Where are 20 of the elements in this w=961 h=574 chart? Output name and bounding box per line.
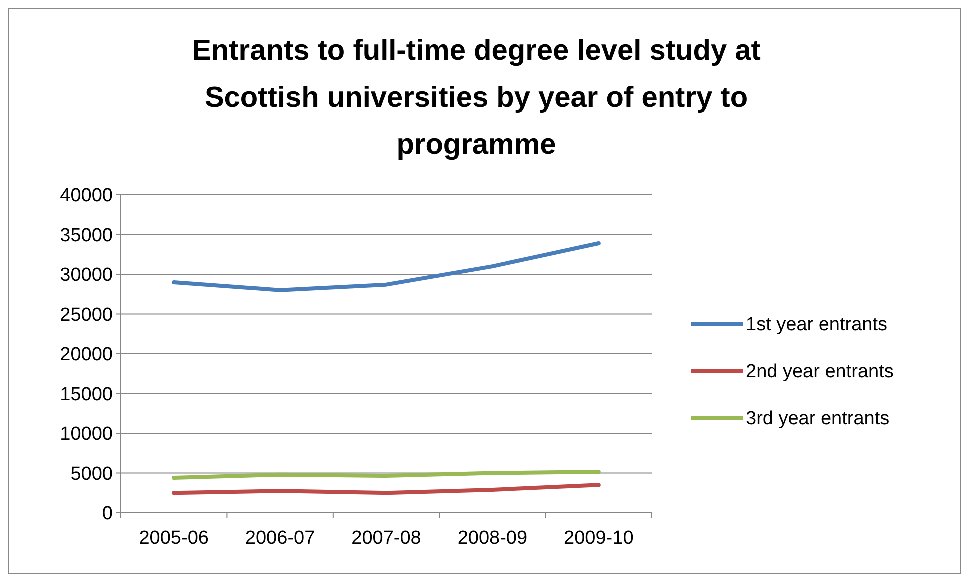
legend-label: 3rd year entrants bbox=[746, 408, 890, 430]
line-series bbox=[172, 483, 601, 496]
line-series bbox=[172, 241, 601, 292]
x-tick-label: 2005-06 bbox=[139, 528, 209, 549]
y-tick-label: 10000 bbox=[60, 424, 113, 446]
x-tick-label: 2006-07 bbox=[245, 528, 316, 549]
y-tick-label: 20000 bbox=[60, 344, 113, 366]
legend-label: 1st year entrants bbox=[746, 314, 888, 336]
x-tick-label: 2007-08 bbox=[352, 528, 422, 549]
legend-label: 2nd year entrants bbox=[746, 362, 894, 383]
y-tick-label: 5000 bbox=[70, 464, 113, 485]
x-tick-label: 2008-09 bbox=[458, 528, 528, 549]
chart-title: Entrants to full-time degree level study at Scottish universities by year of entry to programme bbox=[192, 35, 762, 161]
y-tick-label: 25000 bbox=[60, 304, 113, 326]
y-tick-label: 35000 bbox=[60, 225, 113, 246]
x-tick-label: 2009-10 bbox=[564, 528, 634, 549]
y-tick-label: 15000 bbox=[60, 384, 113, 406]
y-tick-label: 0 bbox=[102, 504, 113, 525]
y-tick-label: 30000 bbox=[60, 265, 113, 286]
y-tick-label: 40000 bbox=[60, 186, 113, 207]
